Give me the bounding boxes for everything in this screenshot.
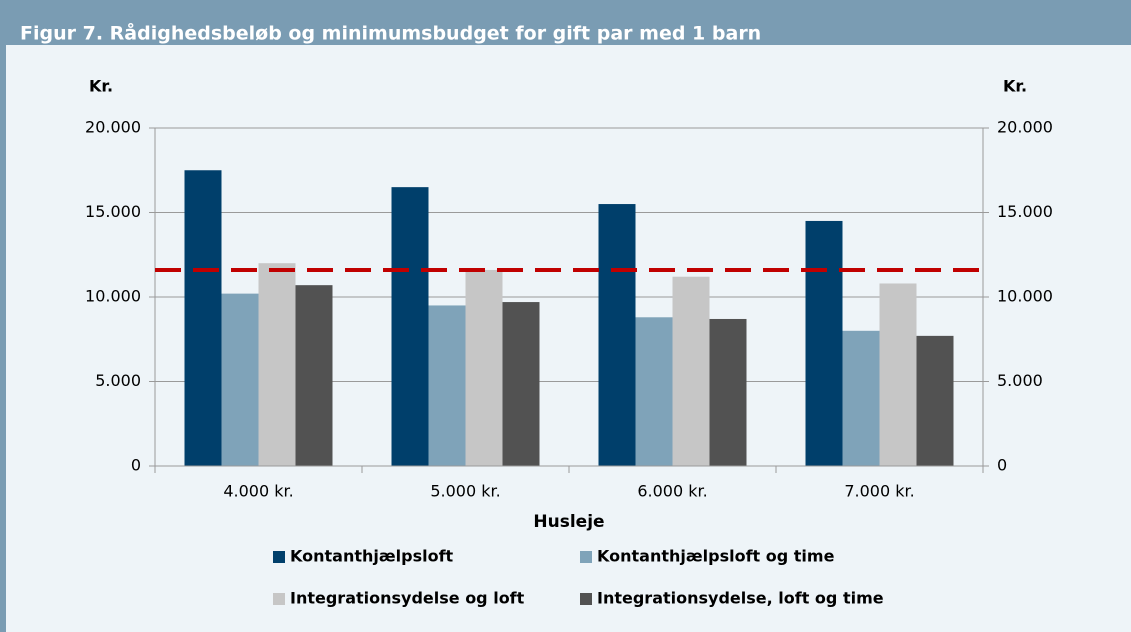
bar bbox=[879, 283, 917, 466]
left-border bbox=[0, 0, 6, 632]
bar bbox=[295, 285, 333, 466]
y2-axis-label: Kr. bbox=[1003, 77, 1027, 96]
chart-title: Figur 7. Rådighedsbeløb og minimumsbudge… bbox=[20, 21, 761, 45]
y-tick-label: 20.000 bbox=[85, 118, 141, 137]
bar bbox=[709, 318, 747, 466]
y2-tick-label: 20.000 bbox=[997, 118, 1053, 137]
x-tick-label: 7.000 kr. bbox=[844, 482, 914, 501]
bar bbox=[258, 263, 296, 466]
y-tick-label: 5.000 bbox=[95, 371, 141, 390]
y-tick-label: 10.000 bbox=[85, 287, 141, 306]
legend-label: Kontanthjælpsloft og time bbox=[597, 547, 835, 566]
y2-tick-label: 15.000 bbox=[997, 202, 1053, 221]
legend-label: Kontanthjælpsloft bbox=[290, 547, 454, 566]
bar bbox=[672, 276, 710, 466]
x-tick-label: 5.000 kr. bbox=[430, 482, 500, 501]
x-tick-label: 4.000 kr. bbox=[223, 482, 293, 501]
bar bbox=[391, 187, 429, 466]
bar bbox=[805, 220, 843, 466]
header-bar bbox=[0, 0, 1131, 45]
bar bbox=[598, 204, 636, 467]
legend-label: Integrationsydelse og loft bbox=[290, 589, 525, 608]
y-tick-label: 0 bbox=[131, 456, 141, 475]
y2-tick-label: 10.000 bbox=[997, 287, 1053, 306]
bar bbox=[221, 293, 259, 466]
y-tick-label: 15.000 bbox=[85, 202, 141, 221]
y2-tick-label: 5.000 bbox=[997, 371, 1043, 390]
bar bbox=[184, 170, 222, 466]
legend-label: Integrationsydelse, loft og time bbox=[597, 589, 884, 608]
bar bbox=[916, 335, 954, 466]
x-tick-label: 6.000 kr. bbox=[637, 482, 707, 501]
y2-tick-label: 0 bbox=[997, 456, 1007, 475]
legend-swatch bbox=[580, 551, 592, 563]
y-axis-label: Kr. bbox=[89, 77, 113, 96]
bar bbox=[502, 302, 540, 466]
bar bbox=[428, 305, 466, 466]
x-axis-label: Husleje bbox=[533, 512, 604, 532]
bar bbox=[635, 317, 673, 466]
bar bbox=[465, 269, 503, 466]
legend-swatch bbox=[273, 593, 285, 605]
legend-swatch bbox=[580, 593, 592, 605]
legend-swatch bbox=[273, 551, 285, 563]
bar bbox=[842, 330, 880, 466]
